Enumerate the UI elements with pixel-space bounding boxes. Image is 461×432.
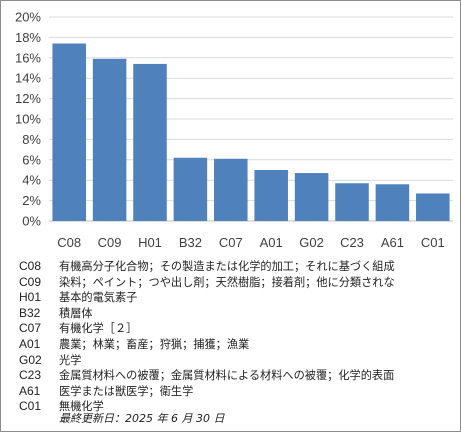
x-axis-ticks: C08 C09 H01 B32 C07 A01 G02 C23 A61 C01 [57, 235, 444, 250]
bar-h01 [133, 63, 167, 221]
bar-c23 [335, 183, 369, 221]
legend-description: 染料；ペイント；つや出し剤；天然樹脂；接着剤；他に分類されな [59, 275, 395, 289]
legend-code: C23 [19, 368, 42, 383]
x-tick-label: A61 [381, 235, 404, 250]
bar-a61 [375, 184, 410, 221]
y-tick-label: 8% [22, 132, 41, 147]
y-tick-label: 2% [22, 193, 41, 208]
legend-row: C07 有機化学［２］ [19, 321, 455, 337]
x-tick-label: H01 [138, 235, 162, 250]
legend-row: C08 有機高分子化合物；その製造または化学的加工；それに基づく組成 [19, 259, 455, 275]
bar-chart: 0% 2% 4% 6% 8% 10% 12% 14% 16% 18% 20% C08 C09 H01 B3… [15, 10, 453, 250]
legend-code: C07 [19, 321, 42, 336]
y-tick-label: 10% [15, 112, 41, 127]
legend-code: C01 [19, 399, 42, 414]
x-tick-label: A01 [260, 235, 283, 250]
legend-description: 医学または獣医学；衛生学 [59, 384, 194, 398]
category-legend: C08 有機高分子化合物；その製造または化学的加工；それに基づく組成 C09 染料；ペ… [19, 259, 455, 415]
x-tick-label: B32 [179, 235, 202, 250]
y-tick-label: 0% [22, 214, 41, 229]
y-tick-label: 18% [15, 30, 41, 45]
bars [52, 43, 450, 221]
x-tick-label: C08 [57, 235, 81, 250]
bar-c09 [92, 58, 127, 221]
bar-b32 [173, 157, 208, 221]
legend-row: B32 積層体 [19, 306, 455, 322]
legend-row: H01 基本的電気素子 [19, 290, 455, 306]
y-tick-label: 14% [15, 71, 41, 86]
legend-code: G02 [19, 352, 42, 367]
y-axis-ticks: 0% 2% 4% 6% 8% 10% 12% 14% 16% 18% 20% [15, 10, 41, 229]
x-tick-label: C09 [98, 235, 122, 250]
legend-description: 金属質材料への被覆；金属質材料による材料への被覆；化学的表面 [59, 369, 395, 383]
legend-description: 無機化学 [59, 400, 104, 414]
x-tick-label: C01 [421, 235, 445, 250]
legend-code: C08 [19, 259, 42, 273]
legend-description: 有機化学［２］ [59, 322, 138, 336]
bar-g02 [294, 173, 329, 221]
y-tick-label: 16% [15, 50, 41, 65]
legend-code: A61 [19, 383, 41, 398]
x-tick-label: C23 [340, 235, 364, 250]
bar-c08 [52, 43, 86, 221]
bar-a01 [254, 170, 288, 221]
legend-row: A01 農業；林業；畜産；狩猟；捕獲；漁業 [19, 337, 455, 353]
legend-row: C09 染料；ペイント；つや出し剤；天然樹脂；接着剤；他に分類されな [19, 275, 455, 291]
last-updated: 最終更新日：2025 年 6 月 30 日 [59, 412, 225, 425]
legend-row: C23 金属質材料への被覆；金属質材料による材料への被覆；化学的表面 [19, 368, 455, 384]
legend-code: B32 [19, 305, 41, 320]
legend-code: C09 [19, 274, 42, 289]
y-tick-label: 12% [15, 91, 41, 106]
y-tick-label: 20% [15, 10, 41, 25]
legend-code: H01 [19, 290, 42, 305]
y-tick-label: 4% [22, 173, 41, 188]
x-tick-label: C07 [219, 235, 243, 250]
legend-row: A61 医学または獣医学；衛生学 [19, 384, 455, 400]
legend-code: A01 [19, 336, 41, 351]
legend-description: 基本的電気素子 [59, 291, 138, 305]
x-tick-label: G02 [299, 235, 324, 250]
bar-c01 [416, 193, 450, 221]
y-tick-label: 6% [22, 152, 41, 167]
legend-row: C01 無機化学 [19, 399, 455, 415]
legend-description: 積層体 [59, 306, 93, 320]
legend-description: 有機高分子化合物；その製造または化学的加工；それに基づく組成 [59, 260, 395, 273]
legend-row: G02 光学 [19, 353, 455, 369]
legend-description: 農業；林業；畜産；狩猟；捕獲；漁業 [59, 337, 250, 351]
legend-description: 光学 [59, 353, 82, 367]
bar-c07 [214, 158, 248, 221]
